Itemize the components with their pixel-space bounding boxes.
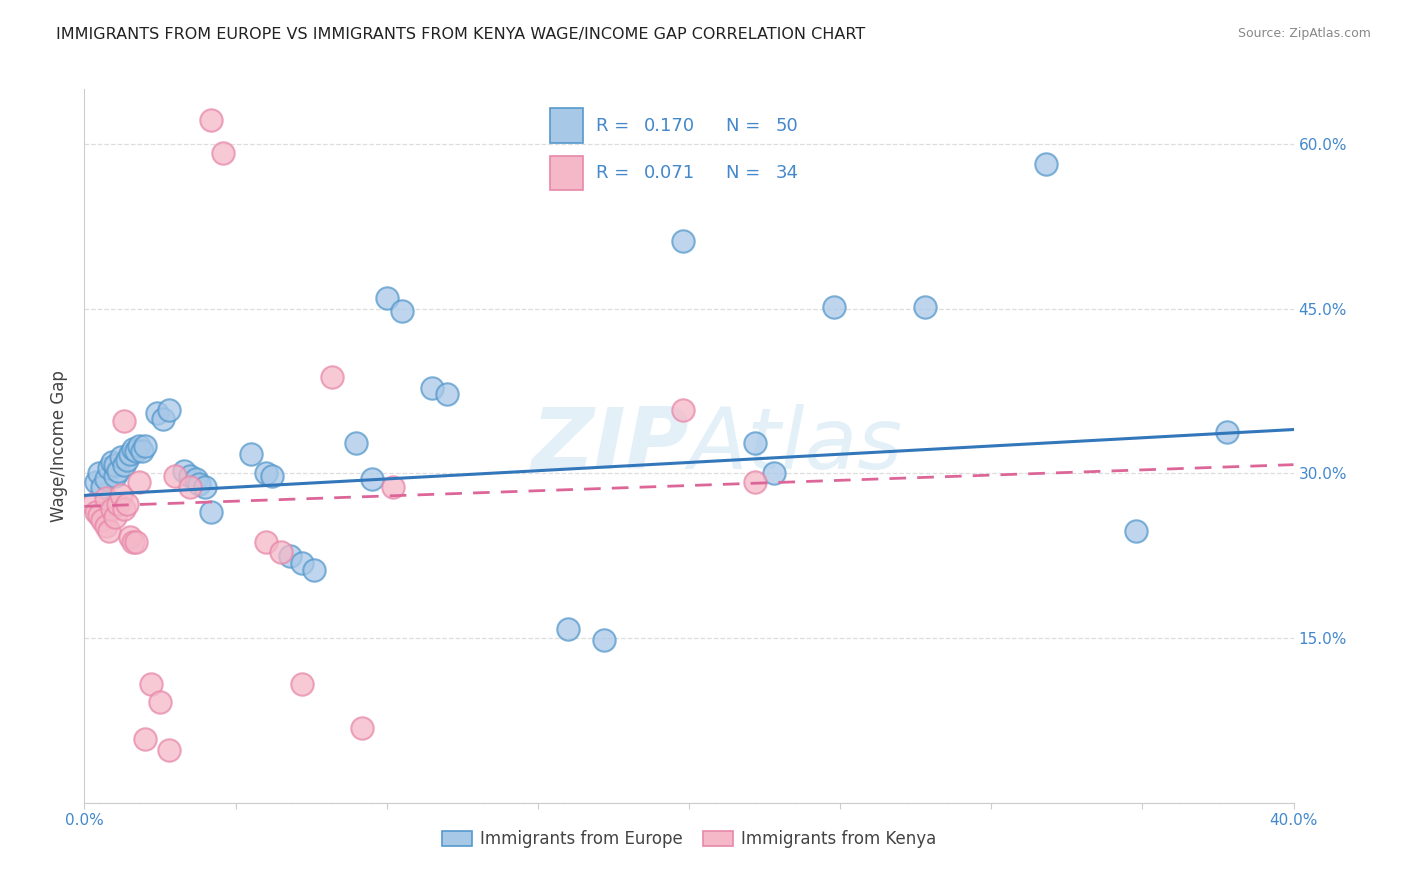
Point <box>188 477 211 491</box>
Point <box>115 497 138 511</box>
Point <box>557 623 579 637</box>
Text: N =: N = <box>727 164 766 182</box>
Point <box>89 508 111 523</box>
FancyBboxPatch shape <box>550 108 582 144</box>
Point <box>121 442 143 457</box>
Text: ZIP: ZIP <box>531 404 689 488</box>
Point <box>157 402 180 417</box>
Text: Atlas: Atlas <box>689 404 903 488</box>
Point <box>82 497 104 511</box>
Point <box>212 145 235 160</box>
Point <box>186 472 208 486</box>
Point <box>146 406 169 420</box>
Point <box>1216 425 1239 439</box>
Point <box>436 387 458 401</box>
FancyBboxPatch shape <box>550 155 582 190</box>
Point <box>360 472 382 486</box>
Point <box>115 453 138 467</box>
Point <box>744 435 766 450</box>
Point <box>239 447 262 461</box>
Point <box>260 468 283 483</box>
Text: R =: R = <box>596 164 636 182</box>
Point <box>100 501 122 516</box>
Point <box>100 455 122 469</box>
Point <box>420 381 443 395</box>
Point <box>112 414 135 428</box>
Point <box>125 444 148 458</box>
Point <box>352 721 374 735</box>
Point <box>270 545 292 559</box>
Point <box>134 439 156 453</box>
Point <box>104 510 127 524</box>
Point <box>194 480 217 494</box>
Point <box>291 677 314 691</box>
Point <box>104 458 127 472</box>
Point <box>104 468 127 483</box>
Point <box>125 534 148 549</box>
Point <box>149 695 172 709</box>
Point <box>914 300 936 314</box>
Point <box>672 234 695 248</box>
Point <box>744 475 766 490</box>
Point <box>165 468 187 483</box>
Text: 50: 50 <box>776 117 799 135</box>
Point <box>200 505 222 519</box>
Legend: Immigrants from Europe, Immigrants from Kenya: Immigrants from Europe, Immigrants from … <box>434 824 943 855</box>
Point <box>94 491 117 505</box>
Point <box>173 464 195 478</box>
Point <box>86 505 108 519</box>
Point <box>128 475 150 490</box>
Point <box>86 475 108 490</box>
Point <box>1125 524 1147 538</box>
Point <box>152 411 174 425</box>
Point <box>375 291 398 305</box>
Point <box>94 472 117 486</box>
Point <box>97 524 120 538</box>
Point <box>107 497 129 511</box>
Text: R =: R = <box>596 117 636 135</box>
Point <box>134 732 156 747</box>
Point <box>179 480 201 494</box>
Text: 0.071: 0.071 <box>644 164 695 182</box>
Point <box>89 467 111 481</box>
Point <box>200 112 222 127</box>
Point <box>321 369 343 384</box>
Text: IMMIGRANTS FROM EUROPE VS IMMIGRANTS FROM KENYA WAGE/INCOME GAP CORRELATION CHAR: IMMIGRANTS FROM EUROPE VS IMMIGRANTS FRO… <box>56 27 866 42</box>
Point <box>823 300 845 314</box>
Point <box>121 534 143 549</box>
Y-axis label: Wage/Income Gap: Wage/Income Gap <box>51 370 69 522</box>
Point <box>672 402 695 417</box>
Point <box>254 467 277 481</box>
Text: 34: 34 <box>776 164 799 182</box>
Point <box>1035 157 1057 171</box>
Point <box>131 444 153 458</box>
Point <box>110 450 132 464</box>
Point <box>139 677 162 691</box>
Point <box>110 488 132 502</box>
Point <box>346 435 368 450</box>
Point <box>118 447 141 461</box>
Point <box>179 468 201 483</box>
Point <box>112 458 135 472</box>
Point <box>94 519 117 533</box>
Text: 0.170: 0.170 <box>644 117 695 135</box>
Text: N =: N = <box>727 117 766 135</box>
Point <box>128 439 150 453</box>
Point <box>391 304 413 318</box>
Point <box>112 501 135 516</box>
Point <box>593 633 616 648</box>
Point <box>381 480 404 494</box>
Point <box>762 467 785 481</box>
Text: Source: ZipAtlas.com: Source: ZipAtlas.com <box>1237 27 1371 40</box>
Point <box>254 534 277 549</box>
Point <box>291 557 314 571</box>
Point <box>91 512 114 526</box>
Point <box>91 480 114 494</box>
Point <box>302 563 325 577</box>
Point <box>107 464 129 478</box>
Point <box>118 530 141 544</box>
Point <box>278 549 301 563</box>
Point <box>97 461 120 475</box>
Point <box>157 743 180 757</box>
